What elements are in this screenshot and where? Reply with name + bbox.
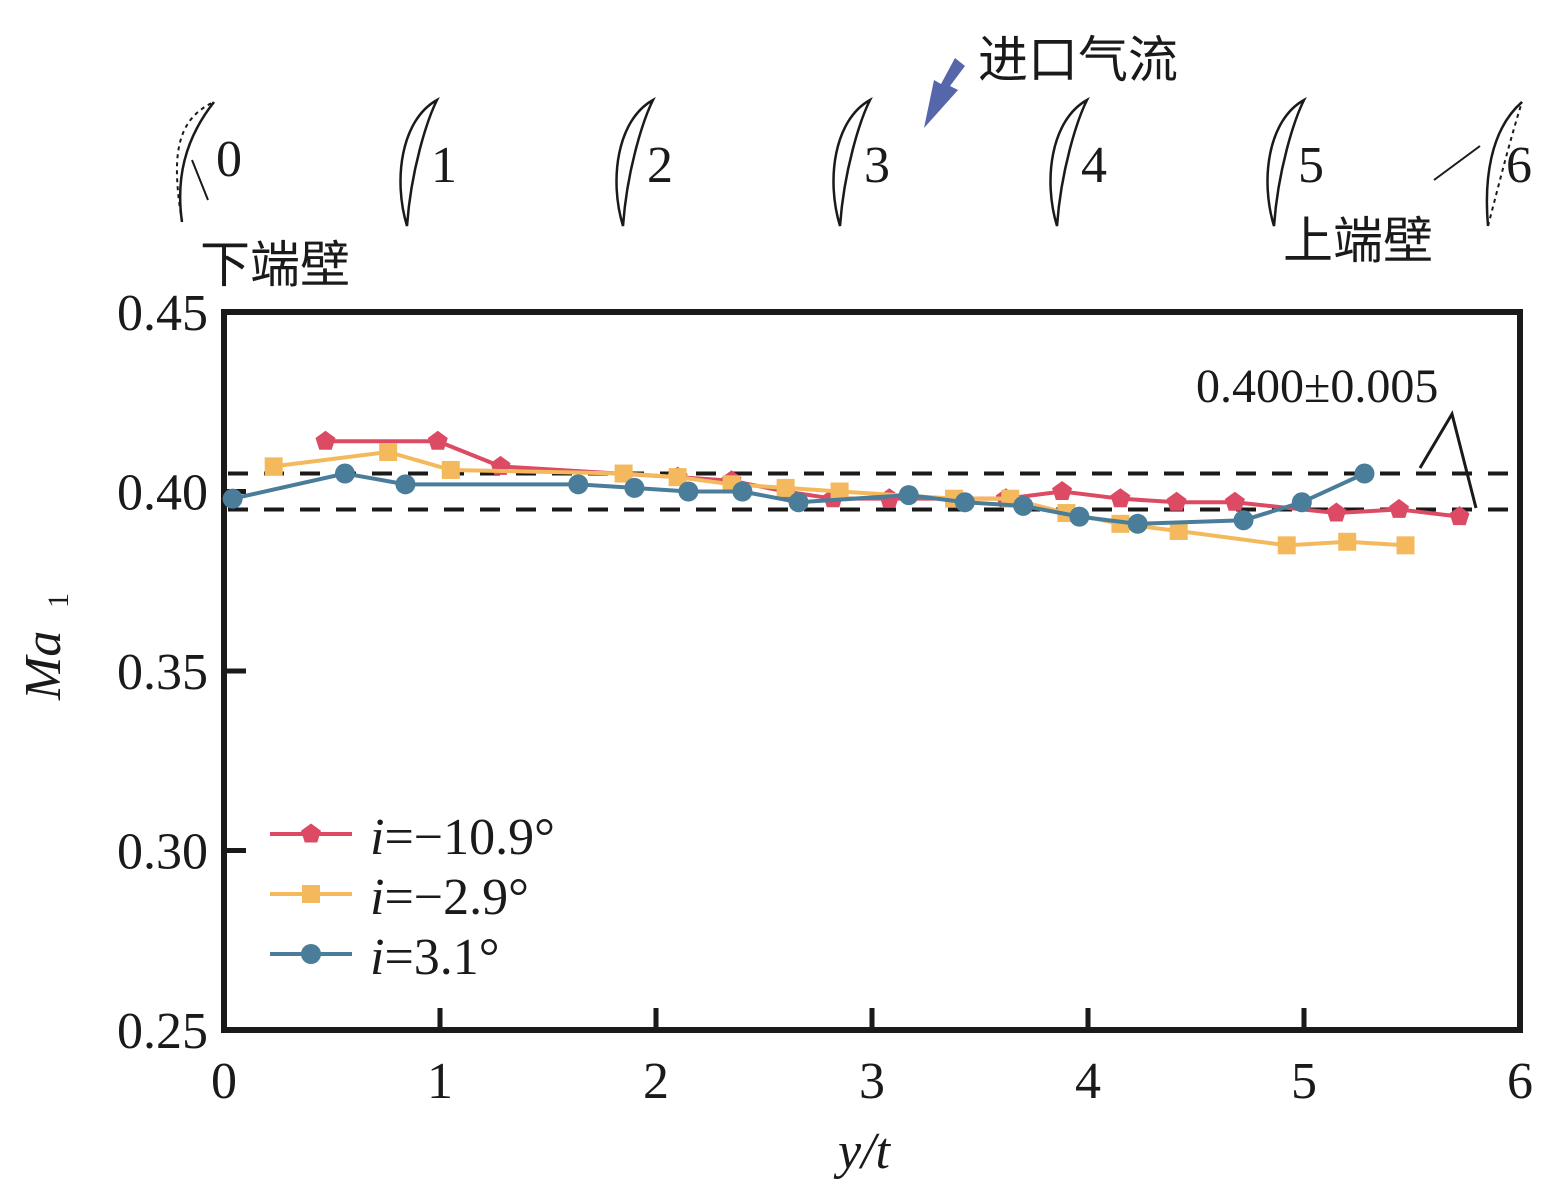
- blade-profile: [615, 96, 656, 227]
- blade-profile: [399, 96, 440, 227]
- inlet-flow-arrow-icon: [924, 58, 965, 128]
- blade-label: 1: [431, 137, 457, 194]
- data-point: [1169, 521, 1188, 540]
- blade-5: 5: [1266, 96, 1324, 227]
- data-point: [898, 485, 919, 506]
- data-point: [395, 474, 416, 495]
- x-tick-label: 0: [211, 1053, 237, 1110]
- data-point: [1449, 506, 1470, 526]
- data-point: [614, 464, 633, 483]
- blade-profile: [1485, 101, 1523, 227]
- blade-label: 4: [1081, 137, 1107, 194]
- y-tick-label: 0.45: [117, 285, 208, 342]
- data-point: [302, 885, 320, 903]
- data-point: [315, 430, 336, 450]
- data-point: [678, 481, 699, 502]
- blade-schematic: 0 1 2 3 4 5 6: [175, 96, 1532, 227]
- legend: i=−10.9°i=−2.9°i=3.1°: [270, 809, 555, 986]
- x-tick-label: 1: [427, 1053, 453, 1110]
- blade-profile: [178, 101, 215, 223]
- series-line: [232, 471, 1366, 526]
- data-point: [1127, 513, 1148, 534]
- y-tick-label: 0.40: [117, 465, 208, 522]
- data-point: [441, 460, 460, 479]
- blade-label: 3: [864, 137, 890, 194]
- data-point: [624, 477, 645, 498]
- data-point: [830, 482, 849, 501]
- blade-label: 5: [1298, 137, 1324, 194]
- data-point: [1013, 495, 1034, 516]
- blade-2: 2: [615, 96, 673, 227]
- data-point: [1069, 506, 1090, 527]
- data-point: [1396, 536, 1415, 555]
- y-axis-label-main: Ma: [15, 631, 72, 701]
- legend-item: i=−10.9°: [270, 809, 555, 866]
- blade-1: 1: [399, 96, 457, 227]
- blade-label: 2: [647, 137, 673, 194]
- data-point: [1277, 536, 1296, 555]
- legend-item: i=−2.9°: [270, 869, 529, 926]
- data-point: [1326, 502, 1347, 522]
- blade-profile: [1266, 96, 1307, 227]
- data-point: [954, 492, 975, 513]
- y-tick-label: 0.30: [117, 824, 208, 881]
- legend-label: i=−10.9°: [370, 809, 555, 866]
- x-tick-label: 5: [1291, 1053, 1317, 1110]
- x-tick-label: 3: [859, 1053, 885, 1110]
- y-tick-label: 0.25: [117, 1003, 208, 1060]
- x-tick-label: 4: [1075, 1053, 1101, 1110]
- y-tick-label: 0.35: [117, 644, 208, 701]
- legend-label: i=3.1°: [370, 929, 500, 986]
- data-point: [788, 492, 809, 513]
- reference-band-pointer: [1418, 410, 1478, 509]
- data-point: [1110, 488, 1131, 508]
- data-point: [379, 443, 398, 462]
- data-point: [668, 468, 687, 487]
- blade-4: 4: [1049, 96, 1107, 227]
- data-point: [1338, 532, 1357, 551]
- inlet-flow-label: 进口气流: [978, 31, 1178, 89]
- data-point: [1224, 491, 1245, 511]
- blade-profile-dashed: [175, 101, 215, 223]
- blade-pointer: [1433, 145, 1481, 181]
- reference-band-label: 0.400±0.005: [1196, 360, 1438, 413]
- x-tick-label: 2: [643, 1053, 669, 1110]
- upper-endwall-label: 上端壁: [1283, 212, 1433, 270]
- x-tick-label: 6: [1507, 1053, 1533, 1110]
- data-point: [568, 474, 589, 495]
- blade-profile-dashed: [1487, 101, 1523, 227]
- legend-item: i=3.1°: [270, 929, 500, 986]
- data-point: [301, 944, 321, 964]
- x-axis-label: y/t: [833, 1123, 892, 1180]
- series-circle: [222, 463, 1375, 534]
- data-point: [1389, 498, 1409, 518]
- data-point: [1291, 492, 1312, 513]
- data-point: [1233, 510, 1254, 531]
- blade-0: 0: [175, 101, 242, 223]
- data-point: [776, 478, 795, 497]
- lower-endwall-label: 下端壁: [200, 236, 350, 294]
- blade-profile: [1049, 96, 1090, 227]
- data-point: [1354, 463, 1375, 484]
- blade-profile: [832, 96, 873, 227]
- data-point: [732, 481, 753, 502]
- y-axis-label: Ma 1: [15, 593, 75, 701]
- axis-ticks: 0 1 2 3 4 5 6 0.25 0.30 0.35 0.40 0.45: [117, 285, 1533, 1110]
- data-point: [334, 463, 355, 484]
- data-point: [1052, 481, 1073, 500]
- series-layer: [222, 430, 1470, 555]
- blade-6: 6: [1433, 101, 1532, 227]
- data-point: [1166, 491, 1187, 511]
- blade-label: 0: [216, 131, 242, 188]
- blade-label: 6: [1506, 137, 1532, 194]
- legend-label: i=−2.9°: [370, 869, 529, 926]
- blade-3: 3: [832, 96, 890, 227]
- data-point: [427, 430, 448, 450]
- data-point: [301, 823, 321, 843]
- data-point: [264, 457, 283, 476]
- data-point: [222, 488, 243, 509]
- blade-pointer: [191, 159, 209, 201]
- y-axis-label-subscript: 1: [42, 593, 75, 608]
